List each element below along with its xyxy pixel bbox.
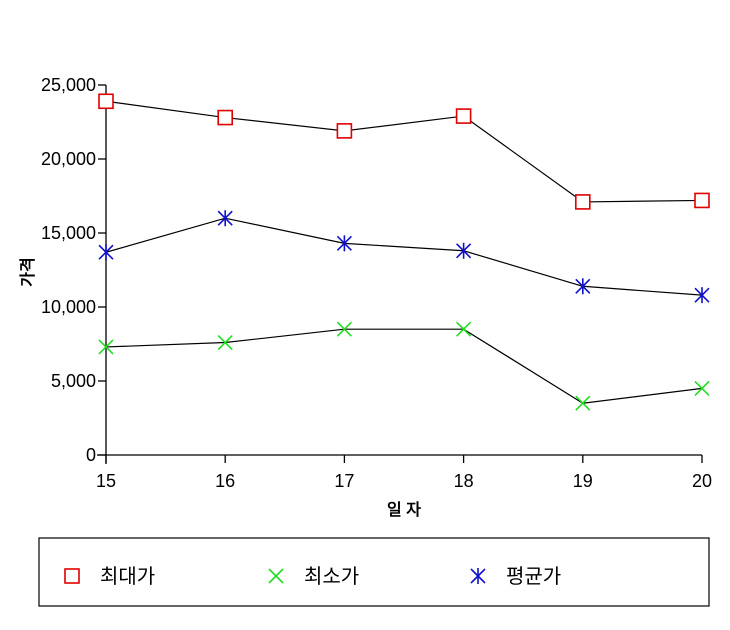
legend-box <box>38 537 710 607</box>
data-point-stroke <box>336 321 352 337</box>
data-point <box>574 194 591 210</box>
x-tick-label: 19 <box>573 471 593 491</box>
legend-marker-stroke <box>268 568 284 584</box>
y-tick-label: 0 <box>86 445 96 465</box>
data-point <box>98 244 114 261</box>
data-point <box>456 242 472 259</box>
data-point <box>98 339 114 355</box>
legend-label: 최대가 <box>100 565 155 588</box>
series-line <box>105 100 703 203</box>
data-point-stroke <box>575 395 591 411</box>
data-point-stroke <box>98 339 114 355</box>
data-point <box>455 108 472 124</box>
data-point <box>217 210 233 227</box>
legend-marker <box>64 568 80 584</box>
data-point <box>694 380 710 396</box>
legend-marker <box>470 568 486 584</box>
x-axis-label: 일 자 <box>387 501 421 519</box>
x-tick-label: 20 <box>692 471 712 491</box>
data-point <box>575 395 591 411</box>
y-tick-label: 5,000 <box>51 371 96 391</box>
legend: 최대가 최소가 평균가 <box>64 565 561 588</box>
y-tick-label: 20,000 <box>41 149 96 169</box>
data-point-stroke <box>217 334 233 351</box>
x-tick-label: 17 <box>334 471 354 491</box>
axes: 0 5,000 10,000 15,000 20,000 25,000 15 16 17 18 19… <box>41 75 712 491</box>
legend-marker <box>268 568 284 584</box>
legend-label: 평균가 <box>506 565 561 588</box>
series-line <box>105 328 703 404</box>
x-tick-label: 15 <box>96 471 116 491</box>
series-layer <box>98 93 710 411</box>
data-point <box>336 321 352 337</box>
data-point <box>336 235 352 252</box>
data-point-stroke <box>456 321 472 337</box>
data-point <box>217 334 233 351</box>
y-tick-label: 15,000 <box>41 223 96 243</box>
data-point <box>336 123 353 139</box>
data-point <box>456 321 472 337</box>
data-point-stroke <box>694 380 710 396</box>
y-tick-label: 25,000 <box>41 75 96 95</box>
x-tick-label: 16 <box>215 471 235 491</box>
data-point <box>694 192 710 209</box>
y-axis-label: 가격 <box>19 257 37 286</box>
x-tick-label: 18 <box>454 471 474 491</box>
y-tick-label: 10,000 <box>41 297 96 317</box>
data-point <box>694 287 710 304</box>
legend-label: 최소가 <box>304 565 359 588</box>
data-point <box>575 278 591 295</box>
data-point <box>217 109 233 126</box>
series-line <box>105 217 703 296</box>
data-point <box>98 93 114 110</box>
